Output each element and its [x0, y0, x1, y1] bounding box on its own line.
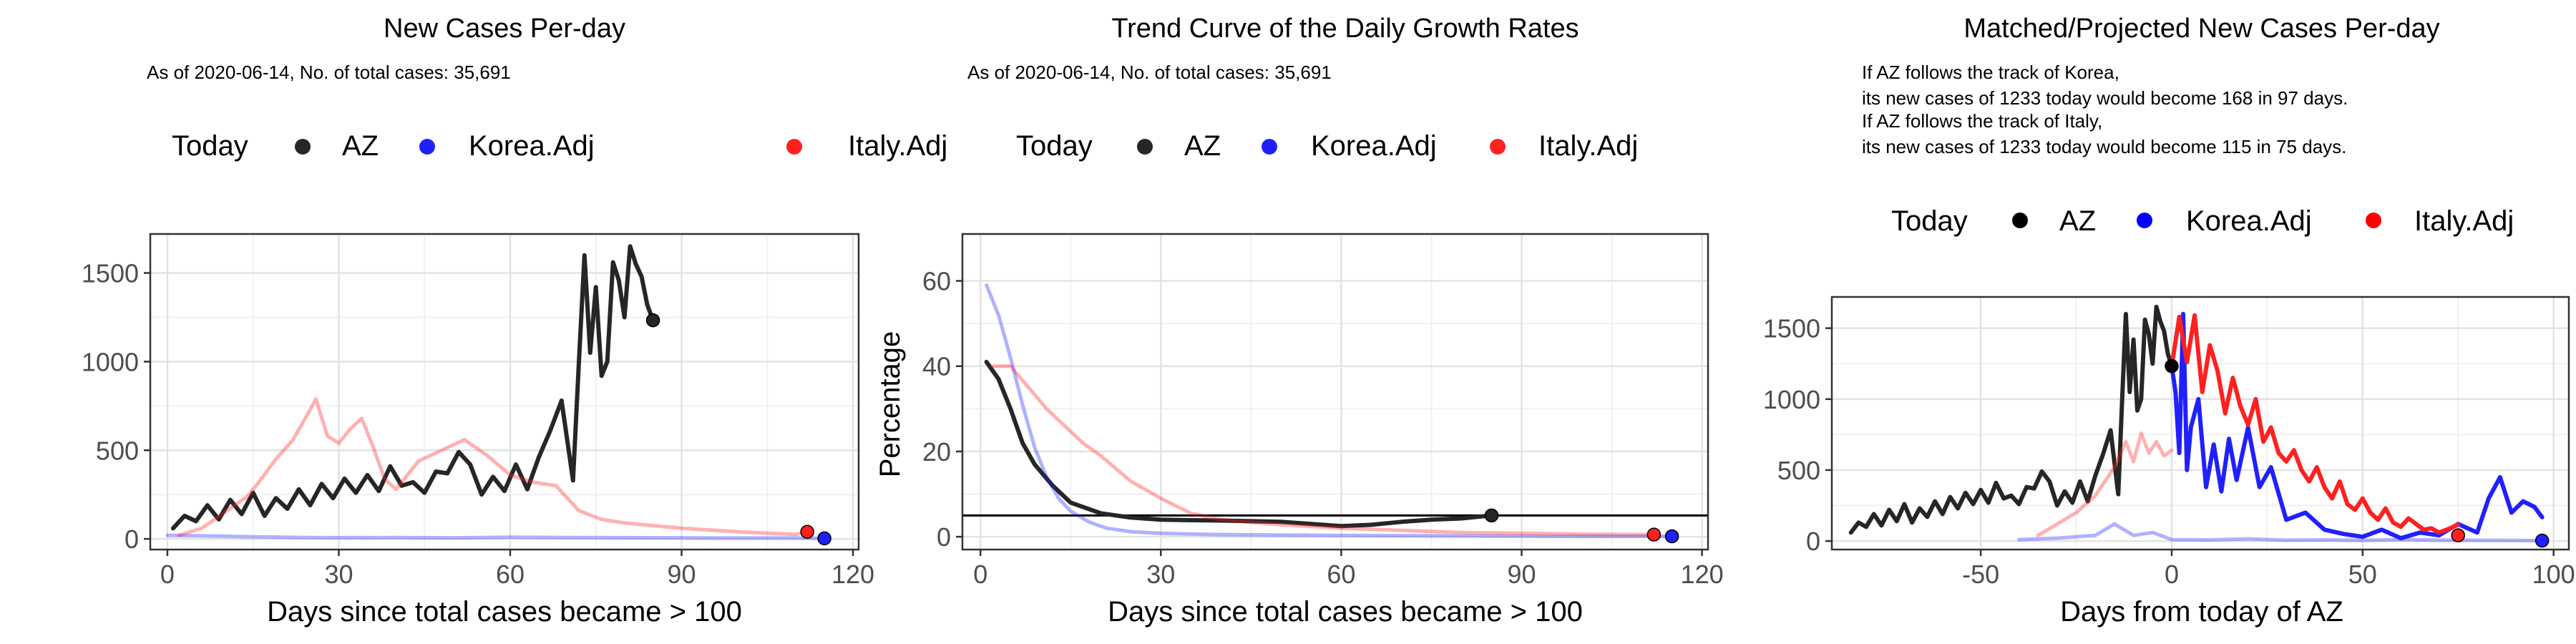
legend-title: Today	[1891, 205, 1968, 237]
panel-2-legend: Today AZ Korea.Adj Italy.Adj	[1016, 130, 1638, 162]
legend-italy-label: Italy.Adj	[1538, 130, 1638, 162]
series-line-korea-adj-matched-	[2017, 522, 2545, 542]
legend-italy-key	[786, 139, 802, 155]
legend-title: Today	[1016, 130, 1093, 162]
panel-2-xlabel: Days since total cases became > 100	[1108, 596, 1583, 628]
y-tick-label: 60	[922, 267, 951, 296]
panel-3-xlabel: Days from today of AZ	[2060, 596, 2343, 628]
legend-italy-label: Italy.Adj	[2414, 205, 2514, 237]
end-point-az	[645, 313, 660, 328]
panel-border	[149, 233, 860, 551]
panel-1-legend: Today AZ Korea.Adj Italy.Adj	[172, 130, 947, 162]
x-tick-label: 90	[667, 560, 696, 589]
panel-2-subtitle: As of 2020-06-14, No. of total cases: 35…	[967, 62, 1332, 83]
legend-korea-key	[2137, 213, 2152, 228]
panel-2-title: Trend Curve of the Daily Growth Rates	[1111, 14, 1579, 44]
panel-3-subtitle-line-2: its new cases of 1233 today would become…	[1862, 87, 2348, 109]
y-tick-label: 1500	[82, 259, 139, 288]
legend-korea-label: Korea.Adj	[1311, 130, 1437, 162]
series-line-az	[170, 244, 655, 531]
panel-3-title: Matched/Projected New Cases Per-day	[1963, 14, 2439, 44]
y-tick-label: 1500	[1763, 314, 1820, 343]
series-line-italy-adj-projected-	[2170, 313, 2461, 535]
legend-korea-label: Korea.Adj	[2186, 205, 2312, 237]
end-point-italy-adj	[2451, 528, 2465, 542]
series-line-korea-adj	[985, 283, 1674, 538]
x-tick-label: 0	[160, 560, 175, 589]
panel-3-subtitle-line-4: its new cases of 1233 today would become…	[1862, 136, 2346, 157]
x-tick-label: 50	[2348, 560, 2377, 589]
panel-3-subtitle-line-3: If AZ follows the track of Italy,	[1862, 110, 2102, 132]
x-tick-label: 0	[2165, 560, 2179, 589]
legend-korea-label: Korea.Adj	[469, 130, 595, 162]
x-tick-label: 100	[2532, 560, 2575, 589]
panel-2-ylabel: Percentage	[874, 331, 906, 478]
x-tick-label: 90	[1507, 560, 1536, 589]
legend-title: Today	[172, 130, 248, 162]
panel-border	[961, 233, 1709, 551]
end-point-italy-adj	[1646, 527, 1662, 542]
end-point-az	[2165, 358, 2179, 374]
end-point-korea-adj	[1664, 529, 1679, 544]
end-point-korea-adj	[2534, 533, 2550, 548]
end-point-korea-adj	[817, 531, 831, 546]
panel-new-cases: New Cases Per-day As of 2020-06-14, No. …	[82, 14, 947, 628]
legend-italy-label: Italy.Adj	[848, 130, 947, 162]
legend-az-label: AZ	[342, 130, 379, 162]
end-point-az	[1484, 508, 1499, 523]
y-tick-label: 500	[96, 436, 139, 465]
legend-az-label: AZ	[1184, 130, 1221, 162]
x-tick-label: 60	[1327, 560, 1355, 589]
series-line-italy-adj-matched-	[2036, 431, 2174, 537]
panel-growth-rates: Trend Curve of the Daily Growth Rates As…	[874, 14, 1724, 628]
series-line-az	[1848, 304, 2174, 535]
series-line-korea-adj	[165, 533, 826, 540]
legend-az-label: AZ	[2059, 205, 2096, 237]
legend-az-key	[295, 139, 311, 155]
y-tick-label: 1000	[82, 347, 139, 376]
legend-italy-key	[1490, 139, 1506, 155]
legend-az-key	[1137, 139, 1153, 155]
series-line-az	[984, 359, 1494, 529]
y-tick-label: 20	[922, 437, 951, 467]
legend-korea-key	[419, 139, 435, 155]
panel-3-legend: Today AZ Korea.Adj Italy.Adj	[1891, 205, 2514, 237]
panel-3-subtitle-line-1: If AZ follows the track of Korea,	[1862, 62, 2119, 83]
x-tick-label: 120	[1681, 560, 1724, 589]
x-tick-label: 30	[1146, 560, 1175, 589]
series-line-italy-adj	[177, 396, 809, 537]
panel-1-xlabel: Days since total cases became > 100	[267, 596, 742, 628]
panel-1-plot: 0 30 60 90 120 0 500 1000 1500	[82, 233, 874, 589]
x-tick-label: 120	[831, 560, 874, 589]
legend-italy-key	[2366, 213, 2381, 228]
x-tick-label: 0	[973, 560, 987, 589]
legend-az-key	[2012, 213, 2028, 228]
y-tick-label: 500	[1777, 456, 1820, 485]
legend-korea-key	[1262, 139, 1277, 155]
y-tick-label: 0	[1806, 527, 1820, 556]
panel-1-title: New Cases Per-day	[384, 14, 625, 44]
end-point-italy-adj	[800, 525, 814, 539]
x-tick-label: 60	[496, 560, 525, 589]
series-line-italy-adj	[990, 364, 1656, 537]
y-tick-label: 0	[125, 525, 139, 554]
x-tick-label: 30	[324, 560, 353, 589]
series-line-korea-adj-projected-	[2170, 311, 2545, 541]
panel-projected-cases: Matched/Projected New Cases Per-day If A…	[1763, 14, 2575, 628]
panel-2-plot: 0 30 60 90 120 0 20 40 60	[922, 233, 1724, 589]
panel-1-subtitle: As of 2020-06-14, No. of total cases: 35…	[147, 62, 511, 83]
y-tick-label: 40	[922, 352, 951, 381]
x-tick-label: -50	[1962, 560, 1999, 589]
y-tick-label: 1000	[1763, 385, 1820, 414]
y-tick-label: 0	[937, 522, 951, 552]
panel-border	[1830, 296, 2570, 551]
